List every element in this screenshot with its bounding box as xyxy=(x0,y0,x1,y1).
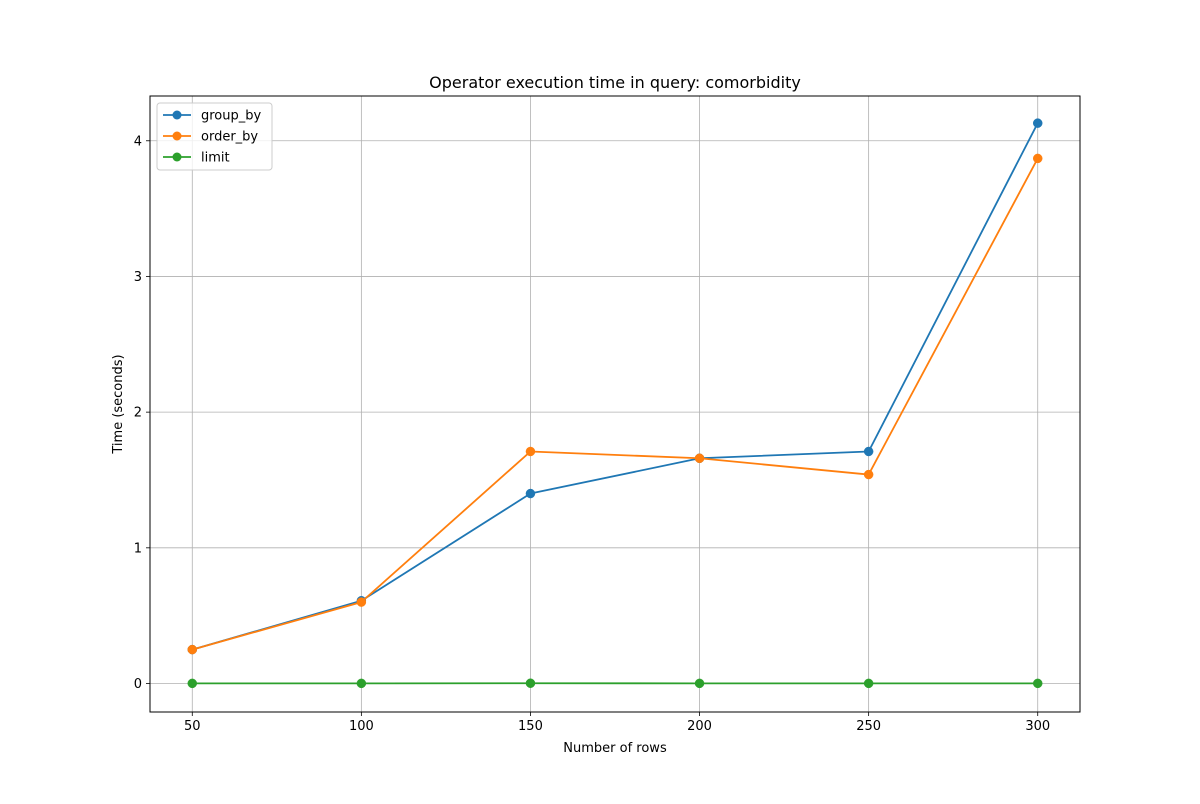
data-point-order-by xyxy=(864,470,873,479)
x-tick-label: 100 xyxy=(349,719,374,734)
data-point-limit xyxy=(1033,679,1042,688)
data-point-order-by xyxy=(695,454,704,463)
data-point-order-by xyxy=(357,598,366,607)
x-tick-label: 150 xyxy=(518,719,543,734)
data-point-group-by xyxy=(864,447,873,456)
data-point-order-by xyxy=(526,447,535,456)
legend-marker-group-by xyxy=(173,111,182,120)
y-tick-label: 4 xyxy=(134,134,142,149)
legend-label-order-by: order_by xyxy=(201,130,258,145)
data-point-limit xyxy=(188,679,197,688)
x-tick-label: 50 xyxy=(184,719,201,734)
series-layer xyxy=(188,119,1042,688)
data-point-order-by xyxy=(1033,154,1042,163)
legend-label-limit: limit xyxy=(201,151,230,166)
data-point-limit xyxy=(864,679,873,688)
data-point-limit xyxy=(695,679,704,688)
data-point-order-by xyxy=(188,645,197,654)
chart-title: Operator execution time in query: comorb… xyxy=(429,73,801,92)
x-tick-label: 200 xyxy=(687,719,712,734)
axes-frame xyxy=(150,96,1080,712)
data-point-group-by xyxy=(1033,119,1042,128)
data-point-limit xyxy=(526,679,535,688)
data-point-group-by xyxy=(526,489,535,498)
x-tick-label: 250 xyxy=(856,719,881,734)
y-tick-label: 2 xyxy=(134,406,142,421)
y-tick-label: 0 xyxy=(134,677,142,692)
grid-layer xyxy=(150,96,1080,712)
y-tick-label: 1 xyxy=(134,541,142,556)
legend-marker-limit xyxy=(173,153,182,162)
legend-label-group-by: group_by xyxy=(201,109,262,124)
x-tick-label: 300 xyxy=(1025,719,1050,734)
legend-marker-order-by xyxy=(173,132,182,141)
tick-layer: 50 100 150 200 250 300 0 1 2 3 4 xyxy=(134,134,1050,734)
y-axis-label: Time (seconds) xyxy=(111,354,126,454)
x-axis-label: Number of rows xyxy=(563,741,667,756)
series-line-order-by xyxy=(192,158,1037,649)
data-point-limit xyxy=(357,679,366,688)
y-tick-label: 3 xyxy=(134,270,142,285)
series-line-group-by xyxy=(192,123,1037,649)
